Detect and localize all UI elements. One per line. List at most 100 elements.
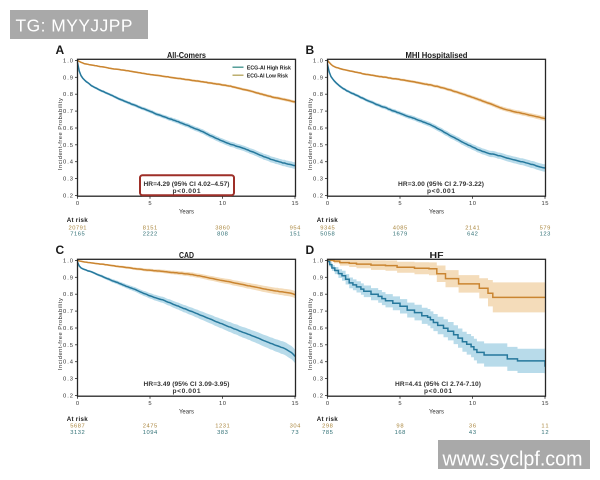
svg-text:5: 5 (148, 201, 151, 207)
svg-text:0.8: 0.8 (313, 292, 323, 298)
svg-text:5687: 5687 (70, 424, 84, 430)
svg-text:At risk: At risk (67, 416, 89, 423)
svg-text:10: 10 (469, 401, 476, 407)
svg-text:0.9: 0.9 (63, 275, 73, 281)
svg-text:0.6: 0.6 (313, 126, 323, 132)
svg-text:Incident-free Probability: Incident-free Probability (308, 98, 314, 170)
svg-text:All-Comers: All-Comers (167, 51, 206, 60)
svg-text:579: 579 (540, 225, 551, 231)
svg-text:Years: Years (179, 409, 194, 415)
svg-text:0.6: 0.6 (313, 326, 323, 332)
svg-text:5: 5 (148, 401, 151, 407)
svg-text:Years: Years (429, 209, 444, 215)
svg-text:C: C (56, 243, 65, 257)
svg-text:ECG-AI Low Risk: ECG-AI Low Risk (247, 73, 288, 79)
svg-text:2141: 2141 (465, 225, 479, 231)
svg-text:20791: 20791 (69, 225, 87, 231)
svg-text:At risk: At risk (317, 416, 339, 423)
svg-text:0.5: 0.5 (63, 343, 73, 349)
svg-text:123: 123 (540, 232, 551, 238)
svg-text:0.2: 0.2 (63, 194, 73, 200)
svg-text:0.8: 0.8 (63, 292, 73, 298)
svg-text:3132: 3132 (70, 430, 84, 436)
svg-text:0.2: 0.2 (313, 194, 323, 200)
svg-text:8151: 8151 (143, 225, 157, 231)
svg-text:p<0.001: p<0.001 (424, 388, 452, 395)
svg-text:642: 642 (467, 232, 478, 238)
svg-text:HR=3.49 (95% CI 3.09-3.95): HR=3.49 (95% CI 3.09-3.95) (144, 381, 230, 388)
svg-text:11: 11 (541, 424, 548, 430)
svg-text:HR=3.00 (95% CI 2.79-3.22): HR=3.00 (95% CI 2.79-3.22) (398, 181, 484, 188)
svg-text:0.7: 0.7 (313, 309, 323, 315)
svg-text:0: 0 (76, 201, 79, 207)
svg-text:168: 168 (395, 430, 406, 436)
svg-text:808: 808 (217, 232, 228, 238)
svg-text:15: 15 (292, 201, 299, 207)
svg-text:At risk: At risk (317, 217, 339, 224)
svg-text:A: A (56, 43, 65, 57)
svg-text:1.0: 1.0 (63, 258, 73, 264)
svg-text:1679: 1679 (393, 232, 407, 238)
svg-text:0.3: 0.3 (313, 177, 323, 183)
svg-text:CAD: CAD (179, 251, 194, 260)
svg-text:36: 36 (469, 424, 476, 430)
svg-text:At risk: At risk (67, 217, 89, 224)
svg-text:HR=4.29 (95% CI 4.02–4.57): HR=4.29 (95% CI 4.02–4.57) (144, 181, 230, 188)
svg-text:p<0.001: p<0.001 (427, 188, 455, 195)
svg-text:ECG-AI High Risk: ECG-AI High Risk (247, 65, 291, 71)
svg-text:3860: 3860 (215, 225, 229, 231)
svg-text:1094: 1094 (143, 430, 158, 436)
svg-text:0.5: 0.5 (63, 143, 73, 149)
svg-text:Incident-free Probability: Incident-free Probability (308, 298, 314, 370)
svg-text:p<0.001: p<0.001 (173, 388, 201, 395)
svg-text:0.6: 0.6 (63, 126, 73, 132)
svg-text:0.4: 0.4 (313, 160, 324, 166)
svg-text:1.0: 1.0 (313, 258, 323, 264)
svg-text:5058: 5058 (320, 232, 334, 238)
svg-text:9345: 9345 (320, 225, 334, 231)
svg-text:15: 15 (292, 401, 299, 407)
svg-text:785: 785 (322, 430, 333, 436)
svg-text:0.5: 0.5 (313, 343, 323, 349)
svg-text:0.9: 0.9 (313, 75, 323, 81)
svg-text:0.3: 0.3 (313, 377, 323, 383)
svg-text:Years: Years (429, 409, 444, 415)
svg-text:12: 12 (541, 430, 548, 436)
svg-text:15: 15 (542, 201, 549, 207)
svg-text:0.7: 0.7 (313, 109, 323, 115)
svg-text:0.7: 0.7 (63, 109, 73, 115)
svg-text:954: 954 (290, 225, 302, 231)
svg-text:0.4: 0.4 (313, 360, 324, 366)
svg-text:p<0.001: p<0.001 (173, 188, 201, 195)
svg-text:D: D (306, 243, 315, 257)
svg-text:298: 298 (322, 424, 333, 430)
svg-text:0.2: 0.2 (63, 394, 73, 400)
svg-text:0.4: 0.4 (63, 160, 74, 166)
svg-text:HF: HF (430, 251, 444, 260)
svg-text:383: 383 (217, 430, 228, 436)
svg-text:0: 0 (326, 201, 329, 207)
svg-text:HR=4.41 (95% CI 2.74-7.10): HR=4.41 (95% CI 2.74-7.10) (395, 381, 481, 388)
svg-text:Years: Years (179, 209, 194, 215)
svg-text:4085: 4085 (393, 225, 407, 231)
svg-text:15: 15 (542, 401, 549, 407)
svg-text:2222: 2222 (143, 232, 157, 238)
svg-text:Incident-free Probability: Incident-free Probability (58, 298, 64, 370)
svg-text:2475: 2475 (143, 424, 157, 430)
svg-text:98: 98 (396, 424, 403, 430)
svg-text:10: 10 (219, 201, 226, 207)
svg-text:B: B (306, 43, 315, 57)
svg-text:10: 10 (219, 401, 226, 407)
svg-text:151: 151 (290, 232, 301, 238)
svg-text:0.6: 0.6 (63, 326, 73, 332)
svg-text:0: 0 (76, 401, 79, 407)
svg-text:73: 73 (291, 430, 298, 436)
svg-text:43: 43 (469, 430, 476, 436)
svg-text:MHI Hospitalised: MHI Hospitalised (406, 51, 468, 60)
svg-text:5: 5 (398, 201, 401, 207)
svg-text:0.9: 0.9 (63, 75, 73, 81)
svg-text:0.8: 0.8 (313, 92, 323, 98)
svg-text:0.3: 0.3 (63, 377, 73, 383)
svg-text:0.7: 0.7 (63, 309, 73, 315)
svg-text:5: 5 (398, 401, 401, 407)
